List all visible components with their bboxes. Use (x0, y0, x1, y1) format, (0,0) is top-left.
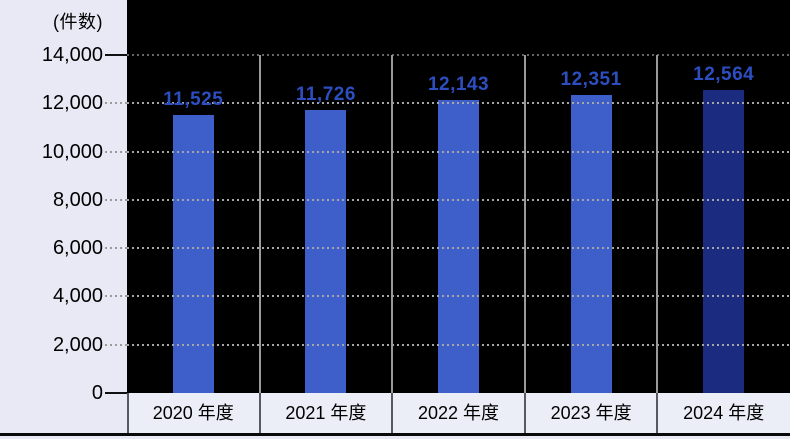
column-separator (258, 54, 261, 393)
y-tick-label-2000: 2,000 (52, 333, 103, 356)
gridline-6000 (127, 247, 790, 250)
column-separator (391, 54, 394, 393)
bar-2023 (570, 94, 612, 393)
gridline-2000 (127, 343, 790, 346)
bar-value-label: 12,564 (693, 63, 755, 85)
gridline-4000 (127, 295, 790, 298)
y-tick-mark-8000 (105, 198, 127, 201)
y-tick-label-10000: 10,000 (41, 140, 103, 163)
bar-value-label: 12,351 (560, 68, 622, 90)
y-tick-label-4000: 4,000 (52, 285, 103, 308)
gridline-12000 (127, 102, 790, 105)
bar-value-label: 12,143 (427, 73, 490, 95)
strip-separator (656, 393, 659, 433)
bar-value-label: 11,525 (163, 88, 224, 110)
category-label: 2022 年度 (417, 403, 499, 423)
column-separator (656, 54, 659, 393)
x-axis-label-strip (127, 393, 790, 433)
y-tick-mark-14000 (105, 53, 127, 56)
bar-2020 (172, 114, 214, 393)
category-label: 2023 年度 (550, 403, 632, 423)
gridline-14000 (127, 53, 790, 56)
strip-separator (523, 393, 526, 433)
y-tick-mark-6000 (105, 247, 127, 250)
y-tick-label-12000: 12,000 (41, 92, 103, 115)
category-label: 2020 年度 (152, 403, 234, 423)
y-tick-label-8000: 8,000 (52, 188, 103, 211)
y-tick-mark-0 (105, 392, 127, 394)
y-axis-unit-label: (件数) (53, 12, 103, 32)
strip-separator (127, 393, 129, 433)
y-tick-label-6000: 6,000 (52, 237, 103, 260)
y-tick-mark-10000 (105, 150, 127, 153)
gridline-10000 (127, 150, 790, 153)
category-label: 2024 年度 (683, 403, 765, 423)
column-separator (523, 54, 526, 393)
y-tick-label-0: 0 (91, 382, 103, 404)
y-tick-mark-12000 (105, 102, 127, 105)
strip-separator (391, 393, 394, 433)
bar-2021 (305, 109, 347, 393)
bar-2024 (703, 89, 745, 393)
strip-separator (258, 393, 261, 433)
y-tick-mark-4000 (105, 295, 127, 298)
x-axis-bottom-border (0, 433, 790, 436)
bar-value-label: 11,726 (295, 83, 356, 105)
gridline-8000 (127, 198, 790, 201)
category-label: 2021 年度 (285, 403, 367, 423)
y-tick-label-14000: 14,000 (41, 43, 103, 66)
y-tick-mark-2000 (105, 343, 127, 346)
